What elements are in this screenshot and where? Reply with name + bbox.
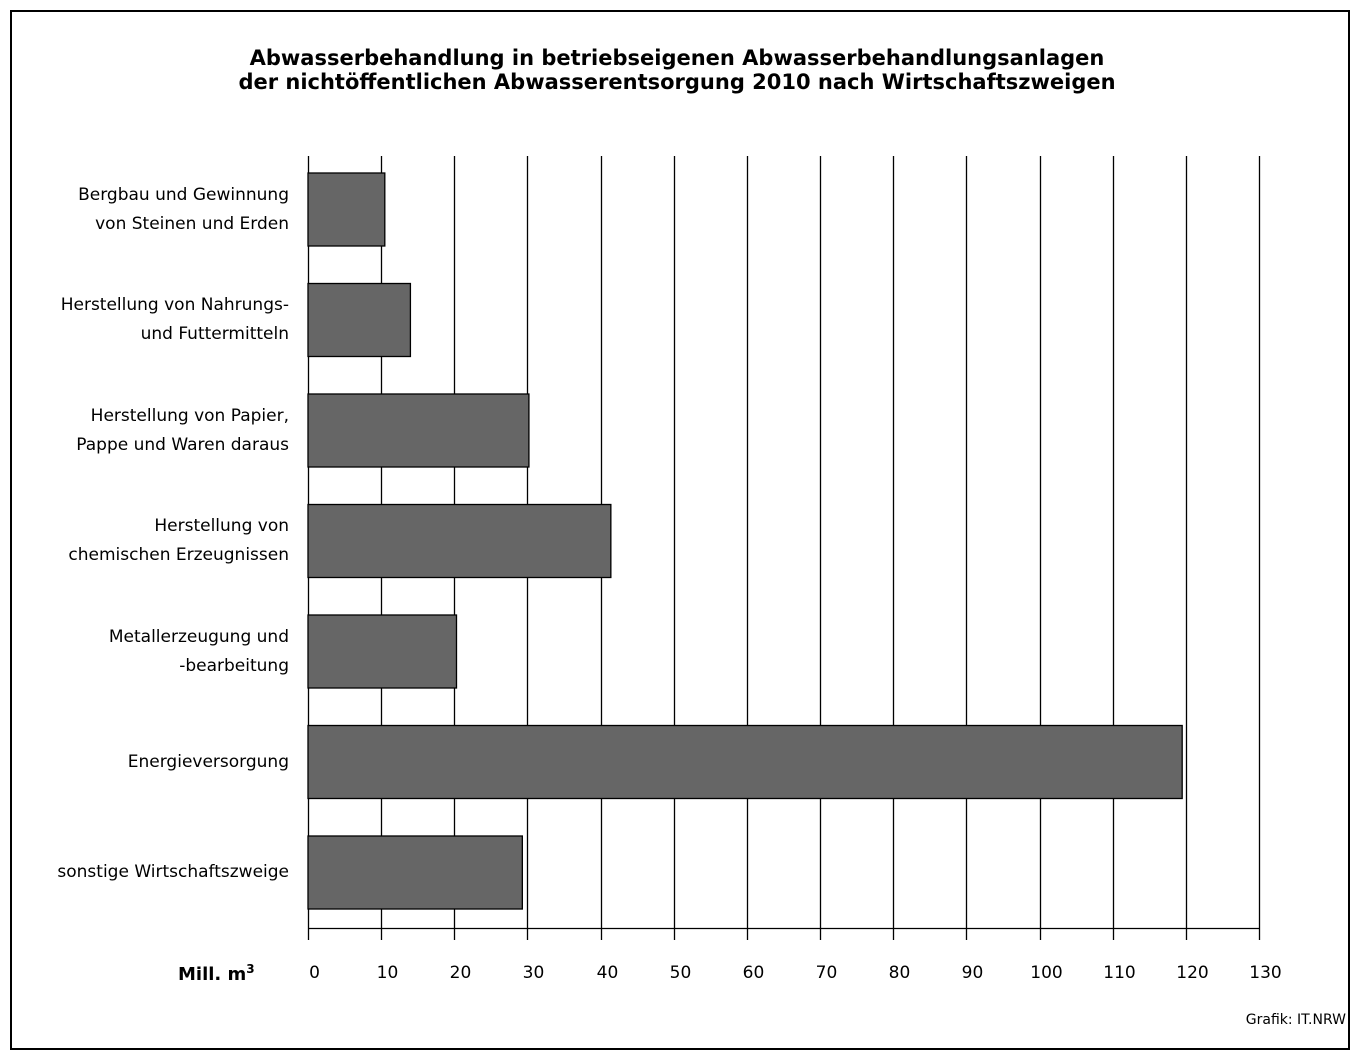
x-tick-label: 20: [449, 963, 472, 983]
category-label: Energieversorgung: [127, 751, 289, 772]
x-tick-label: 50: [669, 963, 692, 983]
x-tick-label: 60: [742, 963, 765, 983]
x-tick-label: 80: [888, 963, 911, 983]
bar: [307, 282, 412, 358]
category-label: Bergbau und Gewinnung von Steinen und Erd…: [78, 184, 289, 234]
bar: [307, 172, 386, 247]
x-tick-label: 70: [815, 963, 838, 983]
chart-title-line-2: der nichtöffentlichen Abwasserentsorgung…: [238, 70, 1116, 94]
x-tick-label: 10: [376, 963, 399, 983]
category-label: Metallerzeugung und -bearbeitung: [108, 626, 289, 676]
x-tick-label: 90: [961, 963, 984, 983]
x-tick-label: 100: [1030, 963, 1063, 983]
chart-title: Abwasserbehandlung in betriebseigenen Ab…: [0, 46, 1354, 94]
x-axis-label-superscript: 3: [246, 962, 255, 976]
x-tick-label: 30: [522, 963, 545, 983]
bar: [307, 724, 1183, 800]
bar: [307, 393, 530, 468]
category-label: sonstige Wirtschaftszweige: [57, 862, 289, 882]
x-axis-label-text: Mill. m: [178, 964, 247, 985]
x-tick-label: 0: [309, 963, 320, 983]
x-tick-label: 120: [1176, 963, 1209, 983]
grid-lines: [307, 156, 1261, 940]
category-label: Herstellung von Papier, Pappe und Waren d…: [76, 405, 289, 455]
bars: [307, 172, 1183, 910]
x-tick-label: 40: [596, 963, 619, 983]
chart-title-line-1: Abwasserbehandlung in betriebseigenen Ab…: [249, 46, 1105, 70]
x-axis-label: Mill. m3: [178, 962, 255, 985]
bar: [307, 503, 612, 579]
bar: [307, 835, 523, 910]
category-label: Herstellung von chemischen Erzeugnissen: [68, 516, 289, 565]
x-tick-label: 110: [1103, 963, 1136, 983]
bar: [307, 614, 458, 689]
x-tick-label: 130: [1249, 963, 1282, 983]
source-credit: Grafik: IT.NRW: [1245, 1012, 1346, 1028]
category-label: Herstellung von Nahrungs-und Futtermitte…: [60, 295, 289, 344]
